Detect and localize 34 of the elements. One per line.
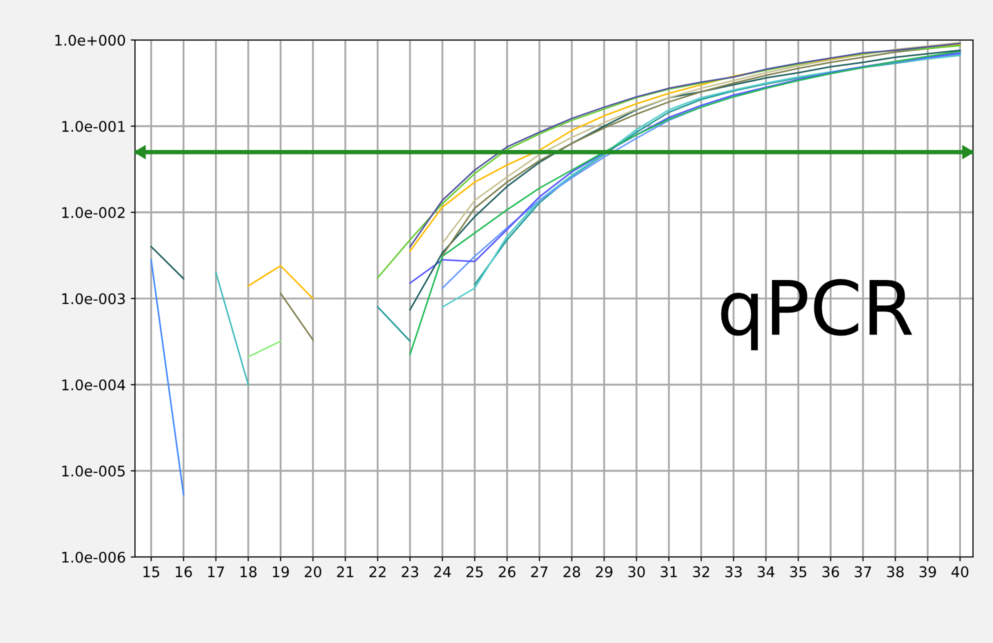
- y-tick-label: 1.0e+000: [55, 34, 125, 46]
- x-tick-label: 29: [596, 566, 612, 578]
- x-tick-label: 23: [402, 566, 418, 578]
- y-tick-label: 1.0e-003: [62, 293, 125, 304]
- y-tick-label: 1.0e-004: [62, 379, 126, 390]
- x-tick-label: 25: [466, 566, 483, 578]
- x-tick-label: 15: [144, 566, 160, 578]
- x-tick-label: 27: [531, 566, 548, 578]
- x-tick-label: 40: [951, 566, 968, 578]
- x-tick-label: 39: [920, 566, 936, 578]
- x-tick-label: 21: [337, 566, 354, 578]
- x-tick-label: 36: [822, 566, 839, 578]
- x-tick-label: 32: [693, 566, 710, 578]
- x-tick-label: 20: [304, 566, 322, 578]
- x-tick-label: 26: [498, 566, 516, 578]
- x-tick-label: 37: [854, 566, 872, 578]
- x-tick-label: 35: [790, 566, 806, 578]
- x-tick-label: 33: [725, 566, 742, 578]
- x-tick-label: 30: [628, 566, 645, 578]
- x-tick-label: 34: [758, 566, 774, 578]
- y-tick-label: 1.0e-001: [62, 120, 125, 132]
- x-tick-label: 38: [887, 566, 904, 578]
- x-tick-label: 19: [272, 566, 289, 578]
- y-tick-label: 1.0e-006: [62, 552, 126, 563]
- x-tick-label: 17: [208, 566, 224, 578]
- y-tick-label: 1.0e-005: [62, 466, 125, 477]
- y-tick-label: 1.0e-002: [62, 207, 125, 218]
- annotation: qPCR: [721, 279, 912, 350]
- x-tick-label: 22: [369, 566, 386, 578]
- x-tick-label: 16: [176, 566, 192, 578]
- x-tick-label: 24: [434, 566, 451, 578]
- x-tick-label: 31: [660, 566, 677, 578]
- x-tick-label: 28: [564, 566, 580, 578]
- x-tick-label: 18: [240, 566, 257, 578]
